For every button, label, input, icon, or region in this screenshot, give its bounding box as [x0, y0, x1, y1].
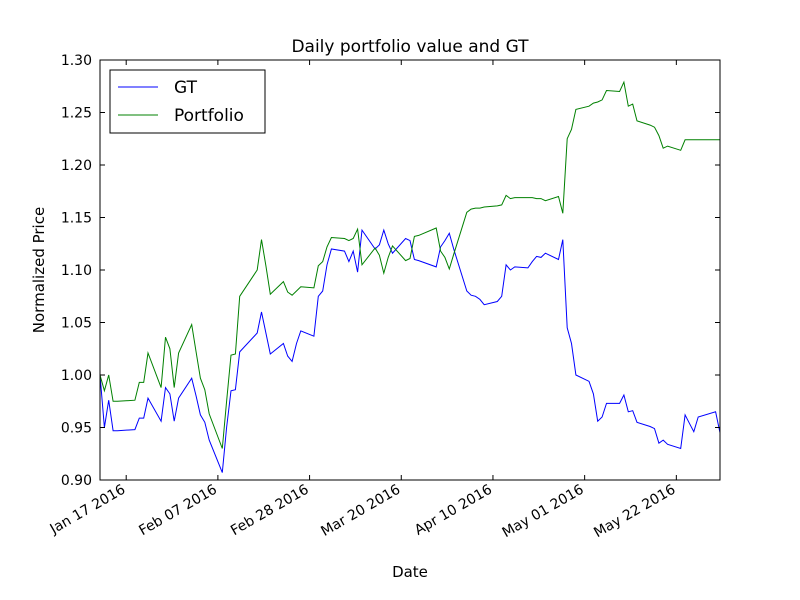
y-axis-title: Normalized Price [30, 207, 48, 333]
x-tick-label: Apr 10 2016 [412, 482, 495, 539]
chart-title: Daily portfolio value and GT [291, 37, 529, 57]
series-line-portfolio [99, 80, 720, 449]
legend-label-gt: GT [174, 78, 198, 98]
y-tick-label: 1.05 [61, 316, 92, 332]
y-tick-label: 1.30 [61, 53, 92, 69]
x-tick-label: Feb 28 2016 [228, 482, 312, 539]
legend-label-portfolio: Portfolio [174, 106, 244, 126]
x-axis-title: Date [392, 563, 428, 581]
y-tick-label: 1.25 [61, 106, 92, 122]
x-tick-label: May 01 2016 [500, 482, 587, 542]
legend: GT Portfolio [109, 69, 266, 134]
y-tick-label: 1.10 [61, 263, 92, 279]
x-tick-label: Jan 17 2016 [47, 482, 129, 538]
y-tick-label: 1.00 [61, 368, 92, 384]
y-axis: 0.90 0.95 1.00 1.05 1.10 1.15 1.20 1.25 1.30 [61, 53, 720, 489]
y-tick-label: 1.20 [61, 158, 92, 174]
y-tick-label: 0.95 [61, 421, 92, 437]
x-tick-label: Mar 20 2016 [318, 482, 403, 540]
series-line-gt [99, 228, 721, 473]
y-tick-label: 1.15 [61, 211, 92, 227]
x-tick-label: May 22 2016 [591, 482, 678, 542]
plot-lines [99, 80, 721, 473]
y-tick-label: 0.90 [61, 473, 92, 489]
x-tick-label: Feb 07 2016 [136, 482, 220, 539]
legend-box [109, 69, 266, 134]
